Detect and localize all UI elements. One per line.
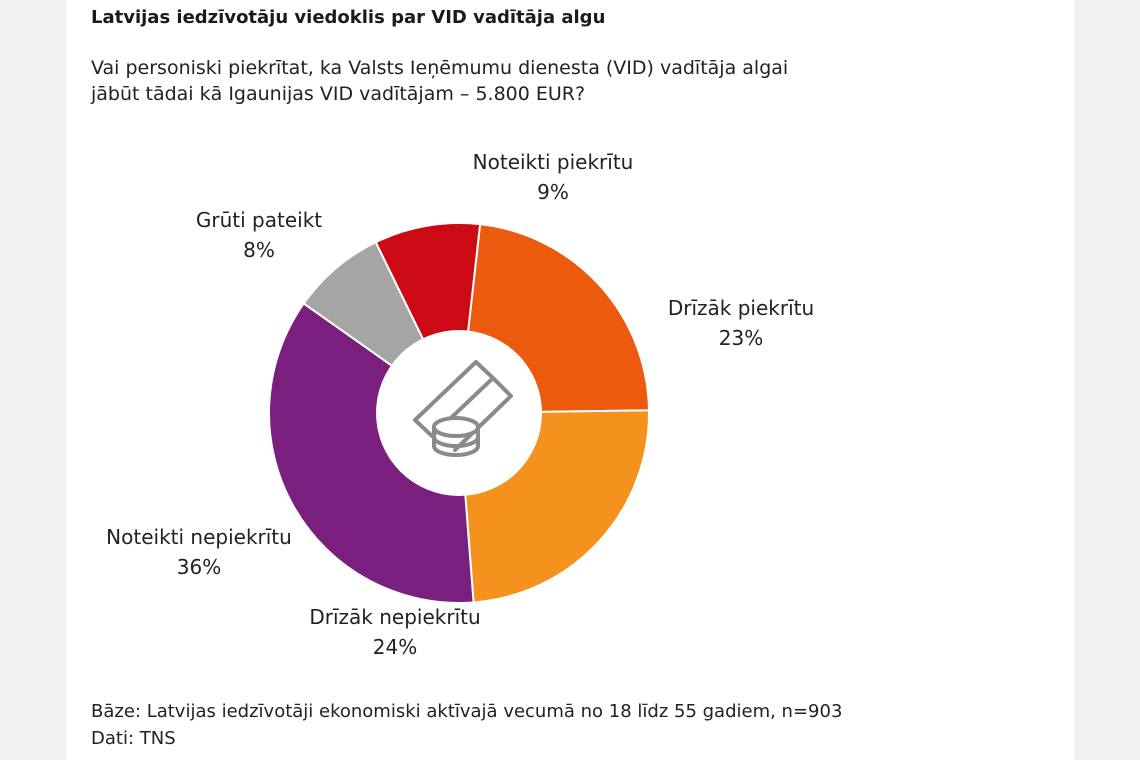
slice-name: Noteikti piekrītu	[472, 150, 634, 174]
footer-source-note: Dati: TNS	[91, 728, 176, 749]
slice-label-drizak-piekritu: Drīzāk piekrītu 23%	[668, 293, 814, 353]
subtitle-line-2: jābūt tādai kā Igaunijas VID vadītājam –…	[91, 83, 586, 105]
slice-label-gruti-pateikt: Grūti pateikt 8%	[196, 205, 322, 265]
slice-name: Noteikti nepiekrītu	[106, 525, 292, 549]
footer-base-note: Bāze: Latvijas iedzīvotāji ekonomiski ak…	[91, 701, 843, 722]
pie-slice-3	[268, 302, 475, 604]
slice-value: 9%	[537, 180, 569, 204]
slice-name: Drīzāk nepiekrītu	[309, 605, 481, 629]
chart-subtitle: Vai personiski piekrītat, ka Valsts Ieņē…	[91, 55, 788, 107]
slice-value: 24%	[372, 635, 418, 659]
slice-value: 36%	[176, 555, 222, 579]
subtitle-line-1: Vai personiski piekrītat, ka Valsts Ieņē…	[91, 57, 789, 79]
slice-value: 23%	[718, 326, 764, 350]
money-coins-icon	[413, 360, 513, 457]
slice-name: Drīzāk piekrītu	[667, 296, 815, 320]
slice-label-drizak-nepiekritu: Drīzāk nepiekrītu 24%	[309, 602, 480, 662]
slice-value: 8%	[243, 238, 275, 262]
slice-name: Grūti pateikt	[195, 208, 323, 232]
chart-footer: Bāze: Latvijas iedzīvotāji ekonomiski ak…	[91, 698, 842, 752]
slice-label-noteikti-piekritu: Noteikti piekrītu 9%	[473, 147, 634, 207]
slice-label-noteikti-nepiekritu: Noteikti nepiekrītu 36%	[106, 522, 292, 582]
chart-title: Latvijas iedzīvotāju viedoklis par VID v…	[91, 7, 606, 28]
